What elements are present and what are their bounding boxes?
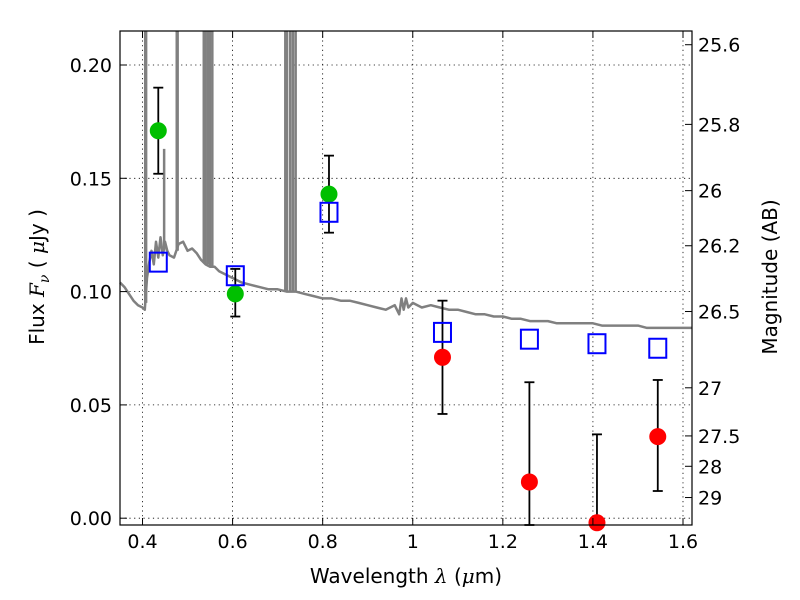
y-axis-label: Flux Fν ( μJy ) bbox=[25, 209, 53, 345]
red-data-point bbox=[588, 514, 606, 532]
y2-tick-label: 29 bbox=[698, 488, 722, 510]
model-flux-square bbox=[432, 321, 452, 343]
plot-frame bbox=[119, 30, 693, 526]
x-tick-label: 0.4 bbox=[127, 531, 157, 553]
model-flux-square bbox=[148, 251, 168, 273]
axis-ticks: 0.4 0.6 0.8 1 1.2 1.4 1.6 0.00 0.05 0.10 0.15 0.20 2… bbox=[70, 31, 740, 553]
x-tick-label: 0.6 bbox=[217, 531, 247, 553]
red-data-point bbox=[649, 428, 667, 446]
y2-axis-label: Magnitude (AB) bbox=[758, 199, 782, 354]
y2-tick-label: 26 bbox=[698, 181, 722, 203]
sed-model-curve bbox=[119, 31, 692, 330]
y2-tick-label: 25.8 bbox=[698, 114, 740, 136]
x-tick-label: 0.8 bbox=[308, 531, 338, 553]
model-flux-square bbox=[648, 337, 668, 359]
y2-tick-label: 25.6 bbox=[698, 35, 740, 57]
model-flux-square bbox=[587, 333, 607, 355]
green-data-point bbox=[149, 122, 167, 140]
data-points bbox=[148, 86, 668, 532]
y-tick-label: 0.00 bbox=[70, 508, 112, 530]
y-tick-label: 0.15 bbox=[70, 168, 112, 190]
x-tick-label: 1.4 bbox=[578, 531, 608, 553]
x-axis-label: Wavelength λ (μm) bbox=[310, 564, 502, 588]
model-flux-square bbox=[225, 265, 245, 287]
y2-tick-label: 28 bbox=[698, 456, 722, 478]
green-data-point bbox=[226, 285, 244, 303]
model-flux-square bbox=[319, 201, 339, 223]
y-tick-label: 0.05 bbox=[70, 395, 112, 417]
y-tick-label: 0.10 bbox=[70, 282, 112, 304]
model-flux-square bbox=[519, 328, 539, 350]
x-tick-label: 1 bbox=[407, 531, 419, 553]
red-data-point bbox=[520, 473, 538, 491]
y-tick-label: 0.20 bbox=[70, 55, 112, 77]
y2-tick-label: 27 bbox=[698, 378, 722, 400]
y2-tick-label: 27.5 bbox=[698, 426, 740, 448]
red-data-point bbox=[433, 348, 451, 366]
x-tick-label: 1.6 bbox=[668, 531, 698, 553]
y2-tick-label: 26.5 bbox=[698, 302, 740, 324]
x-tick-label: 1.2 bbox=[488, 531, 518, 553]
y2-tick-label: 26.2 bbox=[698, 236, 740, 258]
green-data-point bbox=[320, 185, 338, 203]
